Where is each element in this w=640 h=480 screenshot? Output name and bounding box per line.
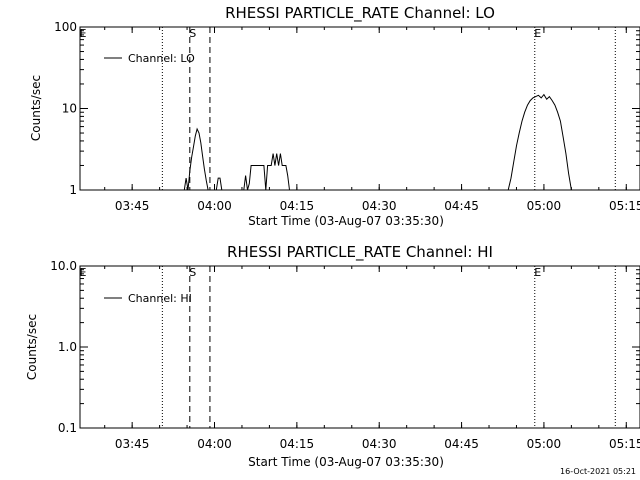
y-tick-label: 1 — [69, 183, 77, 197]
y-tick-labels-hi: 0.1 1.0 10.0 — [50, 259, 640, 435]
y-tick-label: 100 — [54, 20, 77, 34]
marker-label: S — [189, 266, 196, 279]
y-tick-label: 0.1 — [58, 421, 77, 435]
x-tick-label: 05:00 — [527, 199, 562, 213]
x-tick-label: 03:45 — [115, 437, 150, 451]
y-axis-label-lo: Counts/sec — [29, 75, 43, 141]
x-axis-label-lo: Start Time (03-Aug-07 03:35:30) — [248, 214, 444, 228]
series-lo — [183, 93, 572, 191]
x-tick-label: 04:45 — [444, 437, 479, 451]
marker-label: E — [80, 266, 87, 279]
series-line-segment — [215, 177, 223, 191]
panel-hi: RHESSI PARTICLE_RATE Channel: HI 03:45 04… — [25, 243, 640, 469]
x-tick-label: 04:00 — [197, 437, 232, 451]
y-axis-label-hi: Counts/sec — [25, 314, 39, 380]
series-line-segment — [507, 93, 572, 191]
x-tick-label: 03:45 — [115, 199, 150, 213]
series-line-segment — [183, 127, 209, 191]
x-tick-label: 04:15 — [280, 199, 315, 213]
x-tick-label: 04:30 — [362, 199, 397, 213]
y-tick-label: 10 — [62, 102, 77, 116]
legend-label-hi: Channel: HI — [128, 292, 192, 305]
x-tick-label: 04:45 — [444, 199, 479, 213]
x-tick-label: 04:15 — [280, 437, 315, 451]
marker-label: E — [80, 27, 87, 40]
x-tick-label: 04:30 — [362, 437, 397, 451]
plot-frame-lo — [79, 26, 640, 191]
x-tick-label: 05:15 — [609, 199, 640, 213]
footer-timestamp: 16-Oct-2021 05:21 — [560, 467, 636, 476]
x-tick-label: 04:00 — [197, 199, 232, 213]
panel-lo: RHESSI PARTICLE_RATE Channel: LO 03:45 04… — [29, 4, 640, 228]
marker-label: E — [534, 266, 541, 279]
y-tick-label: 1.0 — [58, 340, 77, 354]
marker-label: E — [534, 27, 541, 40]
x-tick-label: 05:15 — [609, 437, 640, 451]
x-tick-label: 05:00 — [527, 437, 562, 451]
x-axis-label-hi: Start Time (03-Aug-07 03:35:30) — [248, 455, 444, 469]
y-tick-label: 10.0 — [50, 259, 77, 273]
legend-label-lo: Channel: LO — [128, 52, 195, 65]
chart-title-lo: RHESSI PARTICLE_RATE Channel: LO — [225, 4, 495, 23]
plot-frame-hi — [79, 265, 640, 429]
chart-title-hi: RHESSI PARTICLE_RATE Channel: HI — [227, 243, 493, 262]
x-tick-labels-lo: 03:45 04:00 04:15 04:30 04:45 05:00 05:15 — [104, 27, 640, 213]
marker-label: S — [189, 27, 196, 40]
series-line-segment — [243, 153, 290, 191]
